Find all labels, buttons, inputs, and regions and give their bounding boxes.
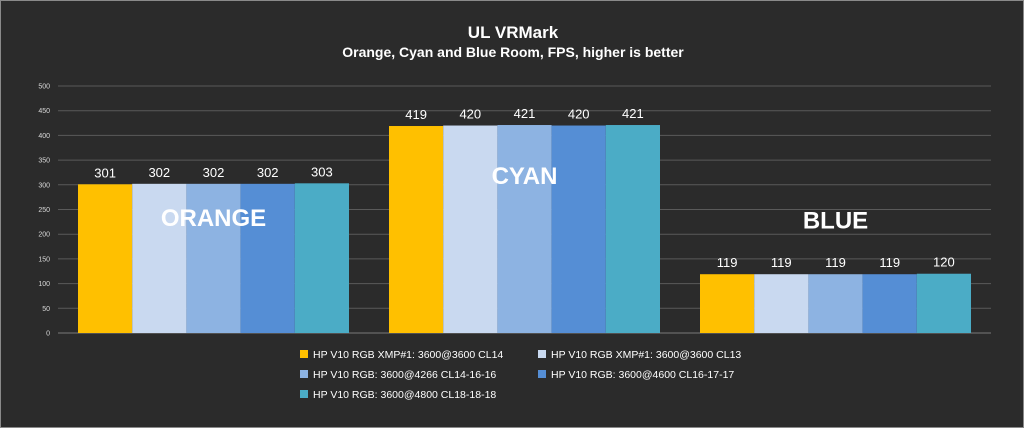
bar-blue-series-4 bbox=[862, 274, 917, 333]
y-tick-label-50: 50 bbox=[42, 306, 50, 313]
legend-item-3: HP V10 RGB: 3600@4266 CL14-16-16 bbox=[300, 369, 496, 381]
category-labels: ORANGE CYAN BLUE bbox=[161, 163, 868, 235]
data-label-cyan-series-5: 421 bbox=[622, 106, 644, 121]
bar-cyan-series-2 bbox=[443, 125, 498, 334]
bar-blue-series-2 bbox=[754, 274, 809, 333]
category-label-orange: ORANGE bbox=[161, 205, 266, 232]
legend-label-4: HP V10 RGB: 3600@4600 CL16-17-17 bbox=[551, 369, 734, 381]
bar-cyan-series-5 bbox=[605, 125, 660, 333]
legend-label-2: HP V10 RGB XMP#1: 3600@3600 CL13 bbox=[551, 349, 741, 361]
legend-item-1: HP V10 RGB XMP#1: 3600@3600 CL14 bbox=[300, 349, 503, 361]
bar-orange-series-2 bbox=[132, 183, 187, 333]
legend-item-2: HP V10 RGB XMP#1: 3600@3600 CL13 bbox=[538, 349, 741, 361]
legend-label-3: HP V10 RGB: 3600@4266 CL14-16-16 bbox=[313, 369, 496, 381]
y-tick-label-150: 150 bbox=[38, 256, 50, 263]
legend-swatch-4 bbox=[538, 370, 546, 378]
bar-orange-series-5 bbox=[294, 183, 349, 333]
chart-title: UL VRMark bbox=[468, 23, 559, 42]
data-label-blue-series-2: 119 bbox=[771, 255, 792, 270]
bar-cyan-series-3 bbox=[497, 125, 552, 333]
y-tick-label-200: 200 bbox=[38, 232, 50, 239]
bar-cyan-series-4 bbox=[551, 125, 606, 334]
chart-subtitle: Orange, Cyan and Blue Room, FPS, higher … bbox=[342, 44, 684, 60]
legend-swatch-3 bbox=[300, 370, 308, 378]
data-label-orange-series-5: 303 bbox=[311, 164, 333, 179]
data-label-blue-series-1: 119 bbox=[717, 255, 738, 270]
data-label-orange-series-2: 302 bbox=[148, 165, 170, 180]
data-label-blue-series-3: 119 bbox=[825, 255, 846, 270]
y-axis-ticks: 0 50 100 150 200 250 300 350 400 450 500 bbox=[38, 84, 50, 338]
y-tick-label-0: 0 bbox=[46, 331, 50, 338]
y-tick-label-250: 250 bbox=[38, 207, 50, 214]
legend-label-5: HP V10 RGB: 3600@4800 CL18-18-18 bbox=[313, 389, 496, 401]
legend-label-1: HP V10 RGB XMP#1: 3600@3600 CL14 bbox=[313, 349, 503, 361]
data-labels: 301 302 302 302 303 419 420 421 420 421 119 119 119 1… bbox=[94, 106, 955, 270]
category-label-cyan: CYAN bbox=[492, 163, 558, 190]
y-tick-label-400: 400 bbox=[38, 133, 50, 140]
bar-blue-series-5 bbox=[916, 273, 971, 333]
data-label-blue-series-4: 119 bbox=[879, 255, 900, 270]
legend-item-4: HP V10 RGB: 3600@4600 CL16-17-17 bbox=[538, 369, 734, 381]
bar-cyan-series-1 bbox=[389, 126, 444, 333]
data-label-cyan-series-1: 419 bbox=[405, 107, 427, 122]
y-tick-label-450: 450 bbox=[38, 108, 50, 115]
data-label-blue-series-5: 120 bbox=[933, 255, 955, 270]
y-tick-label-300: 300 bbox=[38, 182, 50, 189]
legend-swatch-2 bbox=[538, 350, 546, 358]
bar-blue-series-1 bbox=[700, 274, 755, 333]
category-label-blue: BLUE bbox=[803, 208, 868, 235]
data-label-orange-series-3: 302 bbox=[203, 165, 225, 180]
bar-blue-series-3 bbox=[808, 274, 863, 333]
bar-orange-series-3 bbox=[186, 183, 241, 333]
data-label-cyan-series-4: 420 bbox=[568, 107, 590, 122]
data-label-cyan-series-2: 420 bbox=[459, 107, 481, 122]
y-tick-label-100: 100 bbox=[38, 281, 50, 288]
bar-orange-series-4 bbox=[240, 183, 295, 333]
legend-swatch-5 bbox=[300, 390, 308, 398]
data-label-orange-series-1: 301 bbox=[94, 165, 116, 180]
y-tick-label-500: 500 bbox=[38, 84, 50, 91]
data-label-orange-series-4: 302 bbox=[257, 165, 279, 180]
bars bbox=[78, 125, 971, 334]
legend-item-5: HP V10 RGB: 3600@4800 CL18-18-18 bbox=[300, 389, 496, 401]
bar-orange-series-1 bbox=[78, 184, 133, 333]
data-label-cyan-series-3: 421 bbox=[514, 106, 536, 121]
legend: HP V10 RGB XMP#1: 3600@3600 CL14 HP V10 R… bbox=[300, 349, 741, 401]
y-tick-label-350: 350 bbox=[38, 158, 50, 165]
legend-swatch-1 bbox=[300, 350, 308, 358]
